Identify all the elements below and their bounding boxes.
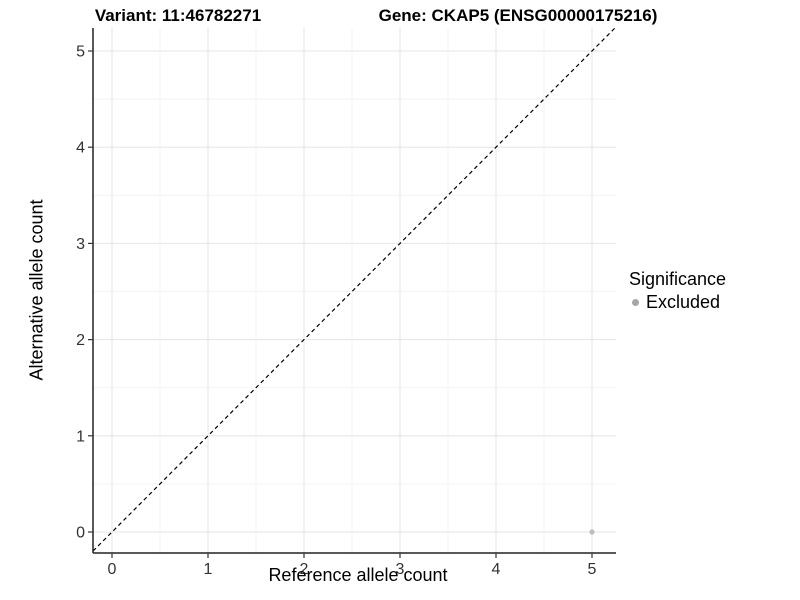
legend: Significance Excluded — [629, 269, 726, 312]
x-tick-label: 3 — [396, 561, 405, 578]
x-axis-title: Reference allele count — [268, 565, 448, 585]
y-tick-label: 3 — [76, 236, 85, 253]
x-tick-label: 4 — [492, 561, 501, 578]
plot-title-gene: Gene: CKAP5 (ENSG00000175216) — [378, 6, 658, 25]
y-tick-label: 2 — [76, 332, 85, 349]
identity-line — [92, 27, 616, 552]
legend-item-label: Excluded — [646, 292, 721, 312]
x-tick-label: 1 — [204, 561, 213, 578]
y-axis-title: Alternative allele count — [26, 199, 47, 381]
x-tick-label: 5 — [588, 561, 597, 578]
y-tick-label: 5 — [76, 44, 85, 61]
y-tick-label: 4 — [76, 140, 85, 157]
y-tick-label: 0 — [76, 525, 85, 542]
y-tick-label: 1 — [76, 428, 85, 445]
legend-title: Significance — [629, 269, 727, 289]
x-tick-label: 2 — [300, 561, 309, 578]
legend-item-excluded: Excluded — [629, 293, 726, 312]
x-tick-label: 0 — [108, 561, 117, 578]
data-point — [589, 529, 595, 535]
legend-point-icon — [632, 299, 639, 306]
plot-title-variant: Variant: 11:46782271 — [94, 6, 262, 25]
